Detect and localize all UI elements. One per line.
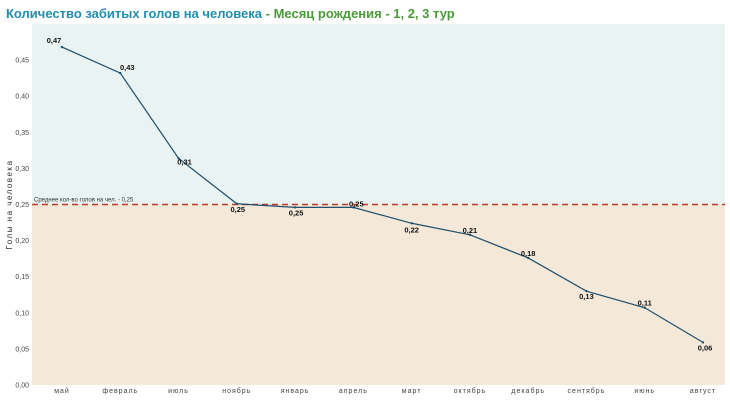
data-label: 0,22 xyxy=(404,225,419,234)
data-label: 0,11 xyxy=(638,299,652,308)
x-tick-label: январь xyxy=(281,388,310,395)
data-point xyxy=(585,289,588,293)
y-tick-label: 0,40 xyxy=(15,94,29,101)
above-average-band xyxy=(32,24,725,205)
x-tick-label: октябрь xyxy=(454,387,487,395)
data-label: 0,25 xyxy=(289,208,304,217)
data-label: 0,21 xyxy=(463,226,478,235)
y-tick-label: 0,10 xyxy=(15,310,29,317)
data-label: 0,31 xyxy=(177,157,192,166)
x-tick-label: март xyxy=(402,388,422,395)
chart-title-main: Количество забитых голов на человека xyxy=(6,6,263,21)
x-tick-label: июнь xyxy=(634,388,655,395)
y-axis-title: Голы на человека xyxy=(5,159,14,249)
y-tick-label: 0,45 xyxy=(15,58,29,65)
y-tick-label: 0,15 xyxy=(15,274,29,281)
y-tick-label: 0,05 xyxy=(15,346,29,353)
data-point xyxy=(293,206,297,209)
average-reference-label: Среднее кол-во голов на чел. - 0,25 xyxy=(34,198,134,204)
data-label: 0,25 xyxy=(231,205,246,214)
data-point xyxy=(60,45,64,49)
data-label: 0,06 xyxy=(698,343,713,352)
chart-title-sub: Месяц рождения - 1, 2, 3 тур xyxy=(273,6,455,21)
data-point xyxy=(643,306,646,309)
x-tick-label: декабрь xyxy=(511,387,545,395)
x-tick-label: ноябрь xyxy=(222,387,251,395)
data-label: 0,13 xyxy=(579,292,594,301)
data-label: 0,43 xyxy=(120,63,135,72)
y-tick-label: 0,00 xyxy=(15,383,29,390)
data-point xyxy=(468,233,472,237)
x-tick-label: февраль xyxy=(102,388,138,395)
below-average-band xyxy=(32,204,725,385)
data-point xyxy=(701,341,705,344)
series-line xyxy=(61,46,704,343)
data-point xyxy=(177,157,180,160)
y-tick-label: 0,20 xyxy=(15,238,29,245)
y-tick-label: 0,35 xyxy=(15,130,29,137)
data-point xyxy=(119,71,122,75)
y-tick-label: 0,25 xyxy=(15,202,29,209)
data-point xyxy=(526,256,530,260)
data-label: 0,25 xyxy=(349,199,364,208)
x-tick-label: август xyxy=(690,388,716,395)
data-label: 0,47 xyxy=(47,36,62,45)
y-tick-label: 0,30 xyxy=(15,166,29,173)
data-label: 0,18 xyxy=(521,249,536,258)
data-point xyxy=(352,206,355,209)
x-tick-label: сентябрь xyxy=(568,387,606,395)
data-point xyxy=(410,222,413,225)
x-tick-label: апрель xyxy=(339,388,368,395)
data-point xyxy=(235,202,239,205)
chart-title: Количество забитых голов на человека - М… xyxy=(6,6,455,21)
x-tick-label: июль xyxy=(168,388,189,395)
chart-title-separator: - xyxy=(262,6,274,21)
x-tick-label: май xyxy=(54,387,70,395)
